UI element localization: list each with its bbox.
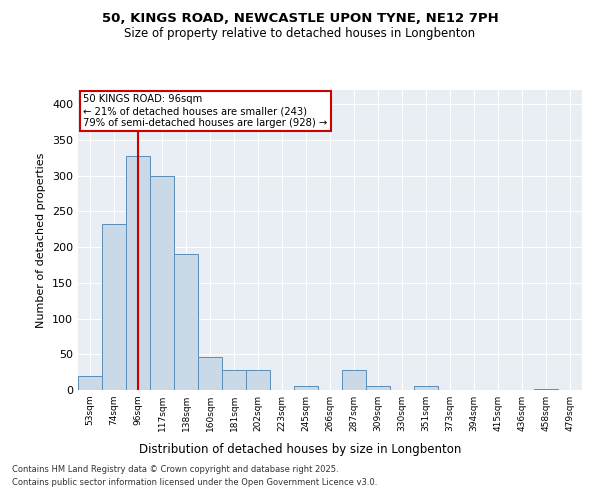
Bar bbox=[150, 176, 174, 390]
Bar bbox=[342, 370, 366, 390]
Text: Contains public sector information licensed under the Open Government Licence v3: Contains public sector information licen… bbox=[12, 478, 377, 487]
Bar bbox=[414, 386, 438, 390]
Text: Size of property relative to detached houses in Longbenton: Size of property relative to detached ho… bbox=[124, 28, 476, 40]
Y-axis label: Number of detached properties: Number of detached properties bbox=[37, 152, 46, 328]
Text: 50, KINGS ROAD, NEWCASTLE UPON TYNE, NE12 7PH: 50, KINGS ROAD, NEWCASTLE UPON TYNE, NE1… bbox=[101, 12, 499, 26]
Bar bbox=[174, 254, 198, 390]
Text: Contains HM Land Registry data © Crown copyright and database right 2025.: Contains HM Land Registry data © Crown c… bbox=[12, 466, 338, 474]
Bar bbox=[294, 386, 318, 390]
Bar bbox=[102, 224, 126, 390]
Bar bbox=[534, 388, 558, 390]
Bar bbox=[222, 370, 246, 390]
Bar bbox=[198, 357, 222, 390]
Text: Distribution of detached houses by size in Longbenton: Distribution of detached houses by size … bbox=[139, 442, 461, 456]
Bar bbox=[246, 370, 270, 390]
Bar bbox=[126, 156, 150, 390]
Bar bbox=[366, 386, 390, 390]
Text: 50 KINGS ROAD: 96sqm
← 21% of detached houses are smaller (243)
79% of semi-deta: 50 KINGS ROAD: 96sqm ← 21% of detached h… bbox=[83, 94, 327, 128]
Bar bbox=[78, 376, 102, 390]
